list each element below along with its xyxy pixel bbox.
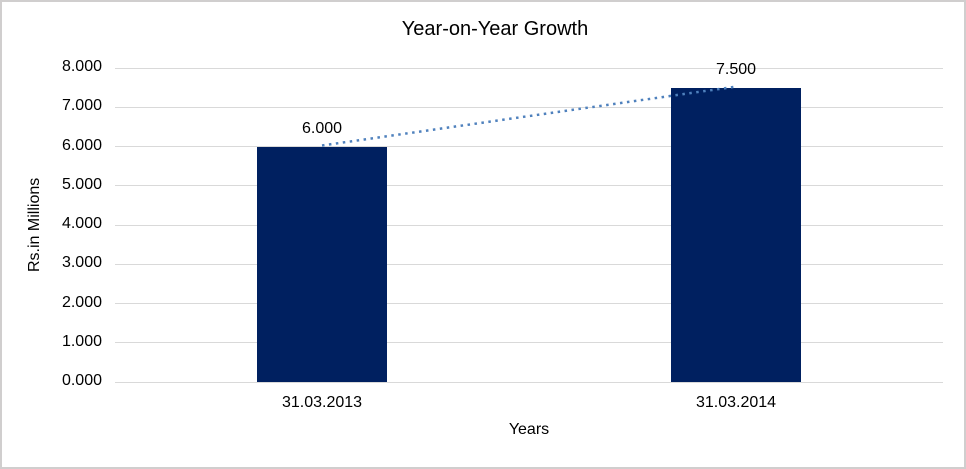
y-tick-label: 2.000 [61, 293, 102, 311]
x-tick-label: 31.03.2013 [281, 394, 363, 411]
bar [671, 87, 801, 382]
y-tick-label: 4.000 [61, 215, 102, 232]
gridline [115, 342, 943, 344]
y-tick-label: 7.000 [61, 97, 102, 115]
data-label: 6.000 [301, 119, 343, 137]
data-label: 7.500 [715, 60, 757, 78]
y-tick-label: 1.000 [61, 332, 102, 350]
x-axis-title: Years [508, 421, 550, 438]
gridline [115, 67, 943, 69]
gridline [115, 303, 943, 304]
y-tick-label: 5.000 [61, 175, 102, 193]
gridline [115, 224, 943, 226]
chart-title: Year-on-Year Growth [401, 18, 589, 40]
gridline [115, 146, 943, 147]
gridline [115, 185, 943, 187]
x-tick-label: 31.03.2014 [695, 394, 777, 411]
y-tick-label: 0.000 [61, 372, 102, 389]
y-tick-label: 6.000 [61, 136, 102, 154]
plot-area: Years 0.000 1.000 2.000 3.000 4.000 5.000 6.00… [62, 58, 943, 438]
gridline [115, 381, 943, 383]
y-tick-label: 8.000 [61, 58, 102, 75]
bar [257, 146, 387, 382]
y-tick-label: 3.000 [61, 254, 102, 272]
gridline [115, 106, 943, 108]
gridline [115, 263, 943, 265]
